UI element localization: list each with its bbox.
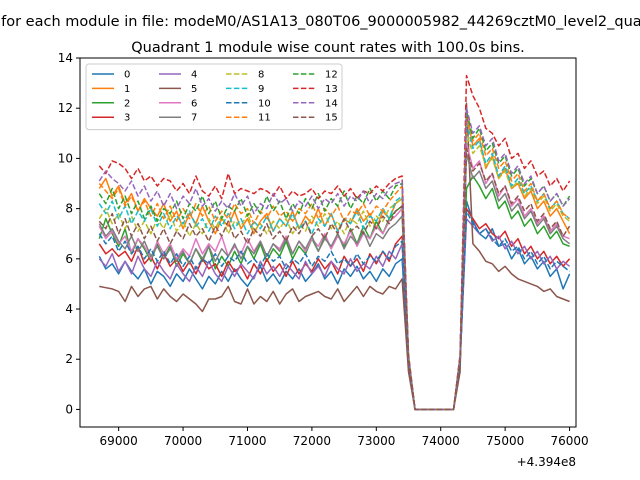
- legend-label-11: 11: [258, 113, 271, 124]
- legend-label-6: 6: [191, 98, 197, 109]
- y-tick-label: 8: [65, 202, 73, 216]
- series-line-10: [98, 210, 571, 411]
- series-line-14: [98, 107, 571, 411]
- series-layer: [98, 74, 571, 411]
- series-line-9: [98, 122, 571, 411]
- x-tick-label: 72000: [293, 434, 331, 448]
- x-tick-label: 73000: [357, 434, 395, 448]
- series-line-5: [99, 102, 570, 411]
- legend-label-14: 14: [325, 98, 338, 109]
- series-line-6: [98, 142, 570, 411]
- x-tick-label: 74000: [422, 434, 460, 448]
- series-line-4: [98, 217, 571, 411]
- figure-suptitle: Light curve for each module in file: mod…: [0, 14, 640, 30]
- legend-label-2: 2: [124, 98, 130, 109]
- legend-label-12: 12: [325, 70, 338, 81]
- y-tick-label: 6: [65, 252, 73, 266]
- x-tick-label: 70000: [164, 434, 202, 448]
- legend-label-7: 7: [191, 113, 197, 124]
- legend-label-5: 5: [191, 84, 197, 95]
- legend-label-13: 13: [325, 84, 338, 95]
- series-line-11: [98, 117, 571, 411]
- x-tick-label: 75000: [486, 434, 524, 448]
- legend-label-3: 3: [124, 113, 130, 124]
- legend-box: [85, 63, 343, 131]
- x-tick-label: 76000: [550, 434, 588, 448]
- y-tick-label: 10: [58, 151, 73, 165]
- x-tick-label: 71000: [228, 434, 266, 448]
- series-line-1: [98, 112, 571, 411]
- x-axis: 69000 70000 71000 72000 73000 74000 75000 76000: [100, 427, 589, 448]
- y-tick-label: 4: [65, 302, 73, 316]
- y-tick-label: 0: [65, 402, 73, 416]
- legend-label-0: 0: [124, 70, 130, 81]
- series-line-13: [98, 74, 571, 411]
- legend-label-8: 8: [258, 70, 264, 81]
- y-tick-label: 12: [58, 101, 73, 115]
- y-tick-label: 2: [65, 352, 73, 366]
- series-line-8: [98, 132, 571, 411]
- legend-label-4: 4: [191, 70, 197, 81]
- plot-frame: [79, 57, 577, 428]
- chart-title: Quadrant 1 module wise count rates with …: [131, 40, 525, 56]
- y-axis: 0 2 4 6 8 10 12 14: [58, 51, 80, 416]
- legend-label-1: 1: [124, 84, 130, 95]
- series-line-12: [98, 109, 571, 411]
- series-line-0: [98, 200, 571, 411]
- x-axis-offset-label: +4.394e8: [517, 455, 576, 469]
- legend-label-15: 15: [325, 113, 338, 124]
- legend-label-10: 10: [258, 98, 271, 109]
- y-tick-label: 14: [58, 51, 73, 65]
- series-line-15: [98, 147, 571, 411]
- legend-label-9: 9: [258, 84, 264, 95]
- series-line-7: [98, 152, 571, 411]
- x-tick-label: 69000: [100, 434, 138, 448]
